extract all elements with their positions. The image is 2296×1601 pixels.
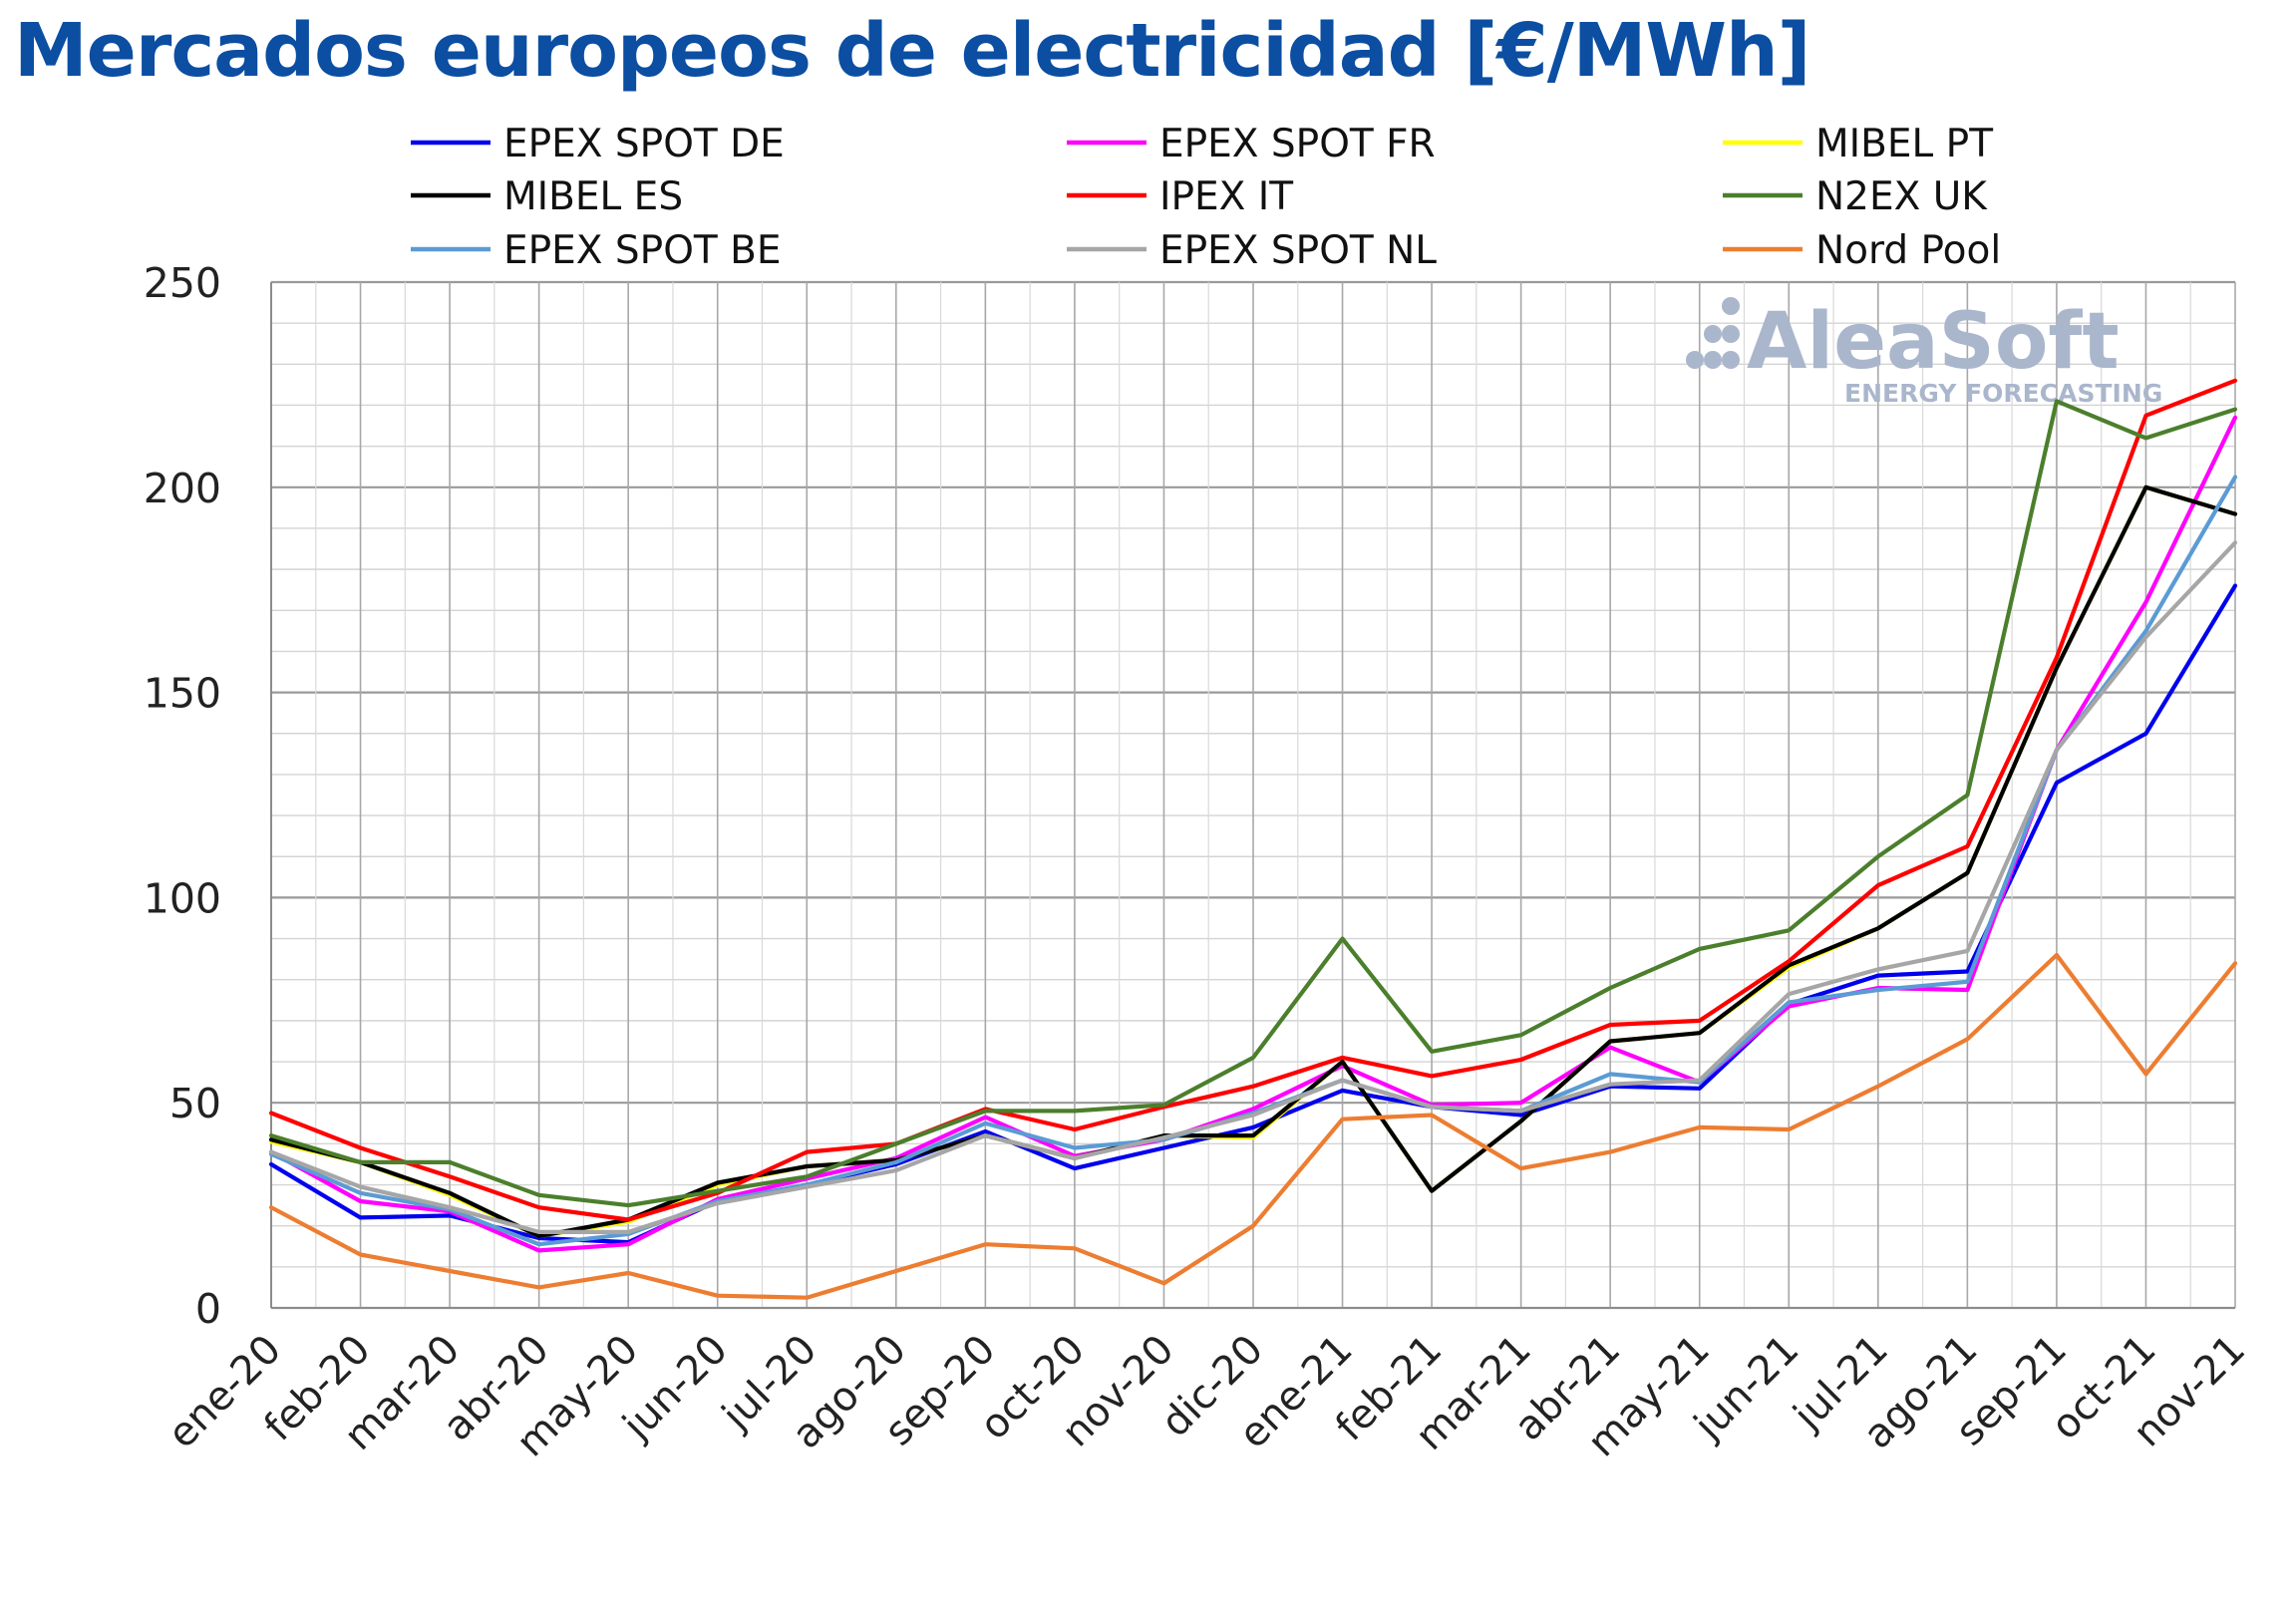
- y-axis: 0 50 100 150 200 250: [144, 259, 221, 1333]
- y-tick-label: 0: [195, 1285, 221, 1333]
- series-line-ipex-it: [268, 378, 2238, 1222]
- legend-label-nord-pool: Nord Pool: [1815, 228, 2001, 273]
- series-line-mibel-es: [268, 484, 2238, 1239]
- logo-dot: [1722, 297, 1740, 315]
- y-tick-label: 250: [144, 259, 221, 307]
- series-line-epex-spot-nl: [268, 540, 2238, 1235]
- watermark-name: AleaSoft: [1747, 297, 2120, 387]
- x-tick-label: ene-20: [160, 1327, 290, 1457]
- chart-grid: [270, 280, 2236, 1310]
- aleasoft-logo-icon: [1686, 297, 1740, 369]
- legend-label-epex-spot-fr: EPEX SPOT FR: [1159, 122, 1436, 166]
- series-line-epex-spot-de: [268, 583, 2238, 1245]
- y-tick-label: 200: [144, 465, 221, 512]
- series-lines: [268, 378, 2238, 1300]
- logo-dot: [1704, 351, 1722, 369]
- series-line-n2ex-uk: [268, 399, 2238, 1208]
- legend-label-n2ex-uk: N2EX UK: [1815, 174, 1988, 219]
- logo-dot: [1722, 325, 1740, 343]
- x-axis: ene-20feb-20mar-20abr-20may-20jun-20jul-…: [160, 1327, 2254, 1466]
- legend-label-epex-spot-be: EPEX SPOT BE: [503, 228, 782, 273]
- logo-dot: [1722, 351, 1740, 369]
- legend-label-mibel-pt: MIBEL PT: [1815, 122, 1993, 166]
- legend-label-epex-spot-nl: EPEX SPOT NL: [1159, 228, 1437, 273]
- y-tick-label: 50: [169, 1080, 221, 1127]
- y-tick-label: 150: [144, 670, 221, 718]
- legend-label-mibel-es: MIBEL ES: [503, 174, 683, 219]
- legend: EPEX SPOT DE EPEX SPOT FR MIBEL PT MIBEL ES…: [411, 122, 2001, 273]
- aleasoft-watermark: AleaSoft ENERGY FORECASTING: [1686, 297, 2162, 408]
- y-tick-label: 100: [144, 874, 221, 922]
- logo-dot: [1704, 325, 1722, 343]
- legend-label-epex-spot-de: EPEX SPOT DE: [503, 122, 785, 166]
- watermark-tagline: ENERGY FORECASTING: [1844, 379, 2162, 408]
- legend-label-ipex-it: IPEX IT: [1159, 174, 1293, 219]
- series-line-nord-pool: [268, 952, 2238, 1300]
- logo-dot: [1686, 351, 1704, 369]
- chart-title: Mercados europeos de electricidad [€/MWh…: [14, 8, 1810, 94]
